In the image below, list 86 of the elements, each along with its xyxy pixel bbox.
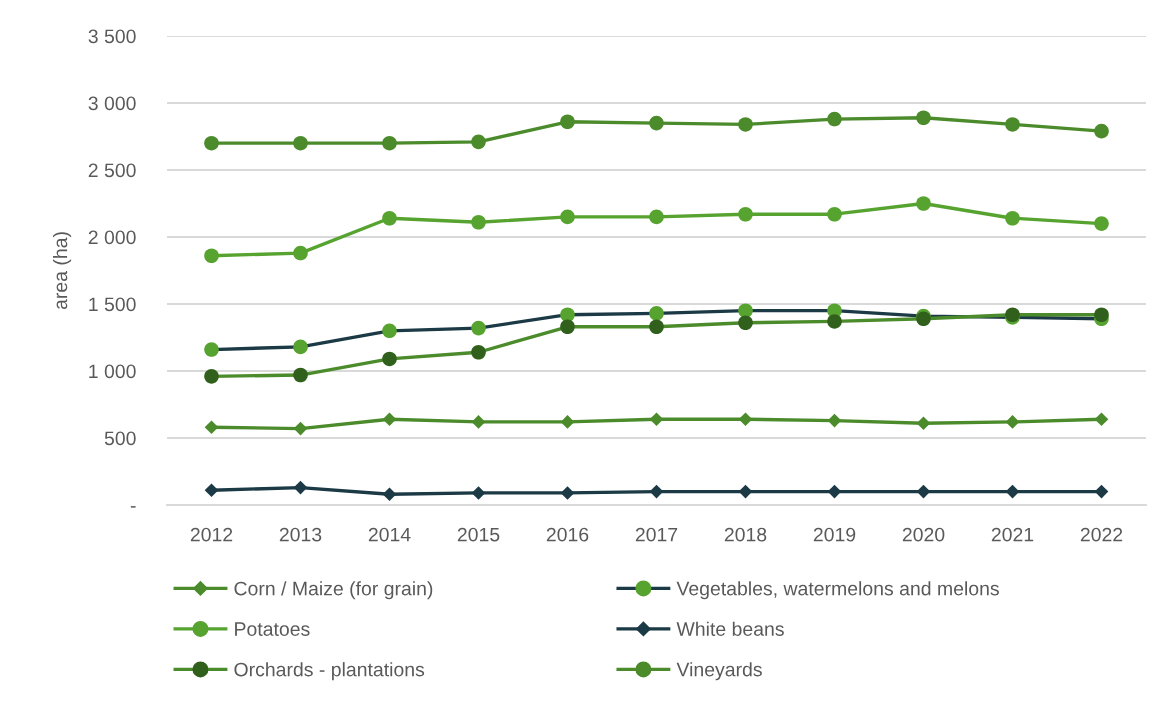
legend-label: Orchards - plantations (234, 662, 425, 681)
x-tick-label: 2013 (279, 527, 322, 542)
x-tick-label: 2021 (991, 527, 1034, 542)
point (827, 206, 842, 222)
x-tick-label: 2015 (457, 527, 500, 542)
point (1094, 307, 1109, 323)
x-tick-label: 2018 (724, 527, 767, 542)
point (916, 110, 931, 126)
x-tick-label: 2020 (902, 527, 945, 542)
point (560, 415, 575, 429)
point (738, 412, 753, 427)
point (293, 421, 308, 436)
point (649, 412, 664, 427)
point (382, 412, 397, 427)
point (382, 210, 397, 226)
x-tick-label: 2016 (546, 527, 589, 542)
point (204, 135, 219, 151)
x-tick-label: 2012 (190, 527, 233, 542)
point (471, 134, 486, 150)
x-tick-label: 2014 (368, 527, 411, 542)
legend-label: White beans (676, 621, 784, 636)
point (649, 484, 664, 499)
point (649, 306, 664, 321)
point (738, 303, 753, 318)
x-tick-label: 2019 (813, 527, 856, 542)
point (293, 135, 308, 151)
point (560, 114, 575, 130)
legend-label: Vegetables, watermelons and melons (676, 581, 999, 600)
point (382, 323, 397, 339)
point (916, 196, 931, 211)
point (382, 351, 397, 367)
point (649, 115, 664, 131)
y-tick-label: 3 000 (88, 96, 136, 111)
legend-label: Potatoes (235, 622, 310, 636)
point (560, 319, 575, 335)
point (738, 206, 753, 222)
point (916, 484, 931, 499)
point (738, 315, 753, 331)
point (382, 487, 397, 502)
y-tick-label: 2 000 (88, 230, 136, 245)
point (204, 342, 219, 357)
point (560, 307, 575, 323)
y-tick-label: - (130, 506, 136, 508)
x-tick-label: 2017 (635, 527, 678, 542)
point (827, 111, 842, 127)
point (1094, 412, 1109, 427)
point (204, 248, 219, 264)
point (649, 319, 664, 335)
point (204, 420, 219, 435)
point (382, 135, 397, 151)
y-tick-label: 3 500 (88, 29, 136, 44)
point (827, 314, 842, 329)
legend-label: Corn / Maize (for grain) (234, 581, 433, 600)
y-tick-label: 1 000 (89, 364, 136, 379)
y-tick-label: 500 (104, 431, 136, 446)
point (738, 117, 753, 132)
point (471, 486, 486, 500)
point (293, 367, 308, 383)
point (560, 209, 575, 225)
point (1005, 210, 1020, 226)
point (293, 480, 308, 495)
point (1005, 484, 1020, 499)
point (916, 416, 931, 431)
point (471, 214, 486, 230)
point (1005, 117, 1020, 132)
x-tick-label: 2022 (1080, 527, 1123, 542)
point (293, 245, 308, 261)
y-tick-label: 2 500 (88, 163, 136, 178)
point (649, 209, 664, 225)
point (471, 344, 486, 360)
point (560, 486, 575, 500)
point (1094, 216, 1109, 231)
point (738, 484, 753, 499)
point (827, 413, 842, 428)
point (1005, 415, 1020, 429)
legend-label: Vineyards (676, 662, 762, 681)
point (204, 483, 219, 498)
point (293, 339, 308, 355)
y-axis-title: area (ha) (53, 232, 72, 310)
point (1094, 123, 1109, 139)
point (204, 369, 219, 384)
point (1094, 484, 1109, 499)
point (471, 415, 486, 429)
y-tick-label: 1 500 (89, 297, 136, 312)
point (827, 484, 842, 499)
point (471, 320, 486, 336)
